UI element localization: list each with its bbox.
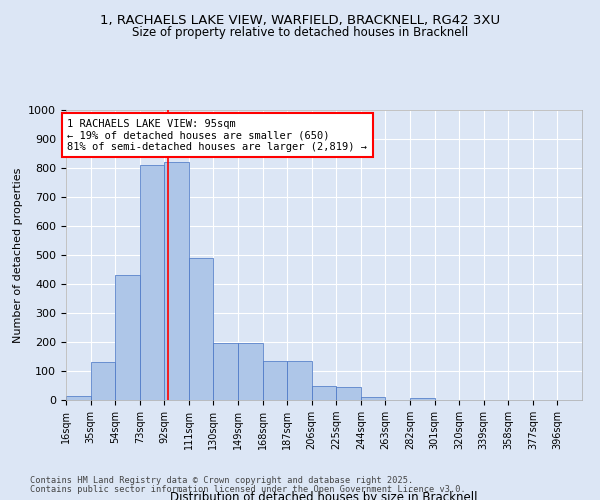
Bar (238, 344, 263, 400)
Bar (214, 344, 238, 400)
Bar (164, 162, 189, 400)
Bar (312, 386, 336, 400)
Bar (287, 361, 312, 400)
Bar (115, 276, 140, 400)
Bar (410, 398, 434, 400)
Bar (336, 387, 361, 400)
Bar (263, 361, 287, 400)
Bar (66, 396, 91, 400)
Text: Contains HM Land Registry data © Crown copyright and database right 2025.: Contains HM Land Registry data © Crown c… (30, 476, 413, 485)
Text: 1, RACHAELS LAKE VIEW, WARFIELD, BRACKNELL, RG42 3XU: 1, RACHAELS LAKE VIEW, WARFIELD, BRACKNE… (100, 14, 500, 27)
Text: 1 RACHAELS LAKE VIEW: 95sqm
← 19% of detached houses are smaller (650)
81% of se: 1 RACHAELS LAKE VIEW: 95sqm ← 19% of det… (67, 118, 367, 152)
Bar (361, 396, 385, 400)
Text: Size of property relative to detached houses in Bracknell: Size of property relative to detached ho… (132, 26, 468, 39)
Bar (91, 362, 115, 400)
Y-axis label: Number of detached properties: Number of detached properties (13, 168, 23, 342)
Bar (140, 165, 164, 400)
X-axis label: Distribution of detached houses by size in Bracknell: Distribution of detached houses by size … (170, 491, 478, 500)
Text: Contains public sector information licensed under the Open Government Licence v3: Contains public sector information licen… (30, 485, 466, 494)
Bar (189, 258, 214, 400)
